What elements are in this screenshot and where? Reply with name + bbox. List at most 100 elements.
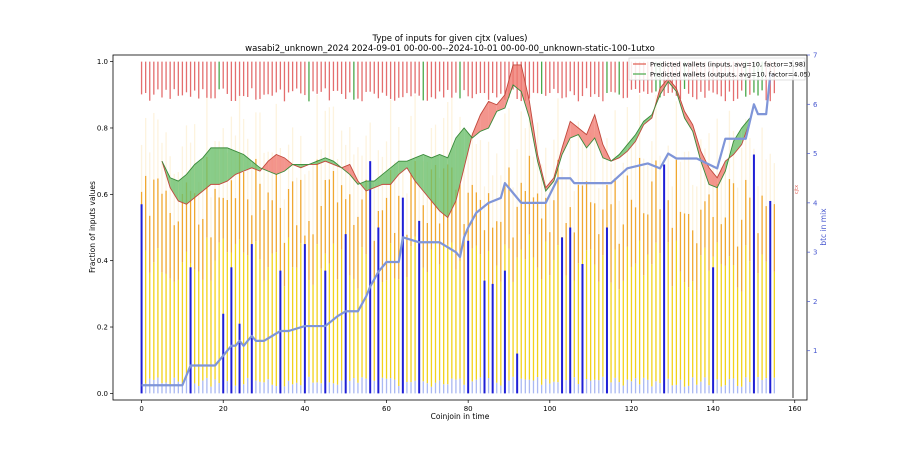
bar-segment xyxy=(577,184,580,264)
stacked-bar xyxy=(373,61,375,394)
stacked-bar xyxy=(271,61,273,394)
bar-segment-top xyxy=(610,61,612,92)
bar-segment-top xyxy=(602,61,604,102)
bar-segment-top xyxy=(618,61,620,95)
bar-segment xyxy=(545,197,547,242)
bar-segment xyxy=(353,224,355,279)
bar-segment xyxy=(585,181,588,251)
band-segment xyxy=(504,64,514,109)
bar-segment xyxy=(202,279,204,381)
bar-segment xyxy=(165,382,167,394)
bar-segment xyxy=(720,167,722,225)
bar-segment xyxy=(385,197,388,281)
bar-segment xyxy=(279,207,282,283)
band-segment xyxy=(545,177,554,192)
bar-segment xyxy=(496,221,498,266)
bar-segment-top xyxy=(451,61,453,98)
stacked-bar xyxy=(161,61,163,394)
x-tick-label: 80 xyxy=(464,405,473,413)
bar-segment-top xyxy=(447,61,449,90)
bar-segment xyxy=(406,381,408,394)
bar-segment xyxy=(700,255,702,382)
bar-segment xyxy=(630,199,633,267)
bar-segment-top xyxy=(189,61,192,97)
bar-segment-top xyxy=(373,61,375,94)
stacked-bar xyxy=(577,61,580,394)
bar-segment xyxy=(720,224,722,264)
bar-segment xyxy=(242,171,245,253)
bar-segment xyxy=(549,180,551,233)
bar-segment xyxy=(332,383,335,394)
bar-segment xyxy=(577,263,580,384)
bar-segment xyxy=(287,380,290,394)
bar-segment xyxy=(291,127,294,182)
bar-segment xyxy=(594,264,596,380)
stacked-bar xyxy=(732,61,735,394)
band-segment xyxy=(366,181,375,192)
bar-segment-top xyxy=(193,61,196,91)
bar-segment xyxy=(145,175,147,251)
y-tick-label: 0.6 xyxy=(97,191,109,199)
bar-segment xyxy=(169,386,171,394)
bar-segment xyxy=(145,383,147,394)
band-segment xyxy=(227,147,236,182)
btc-line xyxy=(141,73,775,387)
bar-segment xyxy=(443,117,445,169)
bar-segment xyxy=(267,192,269,268)
bar-segment xyxy=(202,380,204,394)
bar-segment xyxy=(736,287,739,386)
prediction-bands xyxy=(161,64,751,219)
bar-segment xyxy=(614,377,616,394)
bar-segment xyxy=(500,281,502,386)
bar-segment xyxy=(528,94,531,156)
bar-segment xyxy=(259,259,261,382)
blue-spike xyxy=(344,234,347,394)
bar-segment-top xyxy=(471,61,473,99)
bar-segment-top xyxy=(153,61,155,95)
bar-segment xyxy=(271,200,273,254)
bar-segment xyxy=(749,197,751,262)
bar-segment xyxy=(259,183,261,260)
stacked-bar xyxy=(263,61,265,394)
bar-segment xyxy=(732,265,735,379)
bar-segment xyxy=(324,110,326,180)
bar-segment xyxy=(238,239,241,378)
x-tick-label: 100 xyxy=(543,405,556,413)
band-segment xyxy=(423,154,432,201)
blue-spike xyxy=(561,237,564,394)
bar-segment xyxy=(765,261,767,379)
bar-segment xyxy=(381,282,384,378)
bar-segment xyxy=(283,242,286,287)
bar-segment xyxy=(271,384,273,394)
bar-segment xyxy=(667,200,669,243)
bar-segment xyxy=(414,94,416,161)
bar-segment xyxy=(320,383,322,394)
bar-segment xyxy=(508,167,510,249)
bar-segment xyxy=(643,158,645,214)
bar-segment xyxy=(157,248,159,378)
blue-spike xyxy=(503,270,506,394)
bar-segment xyxy=(291,267,294,385)
stacked-bar xyxy=(206,61,208,394)
bar-segment-top xyxy=(304,61,306,96)
bar-segment xyxy=(328,382,331,394)
stacked-bar xyxy=(463,61,465,394)
bar-segment xyxy=(426,383,428,394)
bar-segment xyxy=(312,234,314,285)
bar-segment xyxy=(198,224,200,272)
bar-segment xyxy=(475,192,477,246)
stacked-bar xyxy=(193,61,196,394)
blue-spike xyxy=(769,200,772,394)
bar-segment-top xyxy=(434,61,437,99)
bar-segment xyxy=(234,243,237,386)
bar-segment-top xyxy=(218,61,220,90)
bar-segment xyxy=(189,190,192,264)
bar-segment xyxy=(255,241,257,381)
y2-tick-label: 3 xyxy=(813,249,817,257)
bar-segment xyxy=(606,185,608,245)
bar-segment xyxy=(479,140,482,200)
bar-segment-top xyxy=(336,61,339,91)
bar-segment xyxy=(757,186,759,234)
bar-segment xyxy=(430,386,433,394)
bar-segment xyxy=(687,287,690,386)
